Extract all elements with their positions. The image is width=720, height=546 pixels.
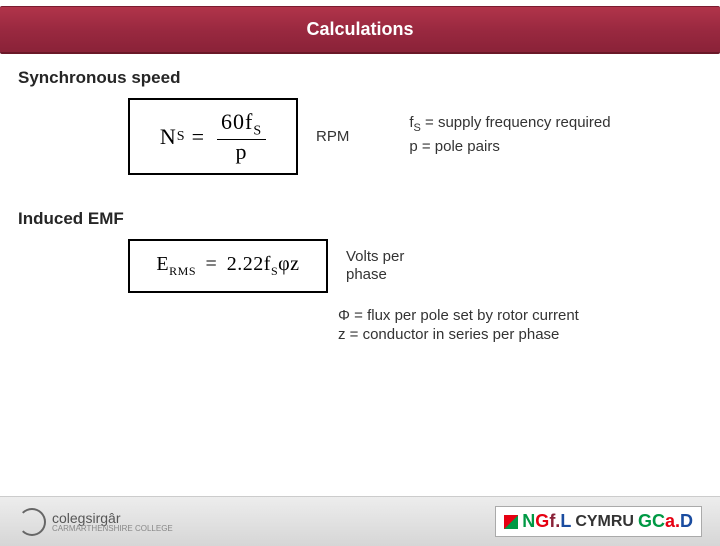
header-title: Calculations bbox=[306, 19, 413, 40]
emf-unit: Volts per phase bbox=[346, 248, 404, 284]
ns-denom: p bbox=[232, 140, 252, 163]
footer-left-logo: colegsirgâr CARMARTHENSHIRE COLLEGE bbox=[18, 508, 173, 536]
sync-def-0: fS = supply frequency required bbox=[409, 114, 610, 134]
swirl-icon bbox=[18, 508, 46, 536]
footer: colegsirgâr CARMARTHENSHIRE COLLEGE NGf.… bbox=[0, 496, 720, 546]
emf-section: Induced EMF ERMS = 2.22fSφz Volts per ph… bbox=[18, 209, 702, 343]
sync-formula: NS = 60fS p bbox=[160, 110, 266, 163]
sync-row: NS = 60fS p RPM fS = supply frequency re… bbox=[18, 98, 702, 175]
emf-formula-box: ERMS = 2.22fSφz bbox=[128, 239, 328, 293]
ns-eq: = bbox=[192, 124, 205, 150]
emf-heading: Induced EMF bbox=[18, 209, 702, 229]
ns-num: 60fS bbox=[217, 110, 266, 140]
ns-var: N bbox=[160, 124, 177, 150]
sync-unit: RPM bbox=[316, 128, 349, 145]
content: Synchronous speed NS = 60fS p RPM fS = s… bbox=[0, 54, 720, 359]
emf-def-1: z = conductor in series per phase bbox=[338, 326, 702, 343]
emf-def-0: Φ = flux per pole set by rotor current bbox=[338, 307, 702, 324]
sync-defs: fS = supply frequency required p = pole … bbox=[409, 114, 610, 159]
logo-box-icon bbox=[504, 515, 518, 529]
footer-left-text: colegsirgâr CARMARTHENSHIRE COLLEGE bbox=[52, 511, 173, 533]
sync-formula-box: NS = 60fS p bbox=[128, 98, 298, 175]
emf-row: ERMS = 2.22fSφz Volts per phase bbox=[18, 239, 702, 293]
ns-sub: S bbox=[177, 129, 186, 145]
emf-formula: ERMS = 2.22fSφz bbox=[156, 253, 299, 279]
header-bar: Calculations bbox=[0, 6, 720, 54]
ns-frac: 60fS p bbox=[217, 110, 266, 163]
sync-def-1: p = pole pairs bbox=[409, 138, 610, 155]
sync-heading: Synchronous speed bbox=[18, 68, 702, 88]
footer-right-logo: NGf.L CYMRU GCa.D bbox=[495, 506, 702, 537]
emf-defs: Φ = flux per pole set by rotor current z… bbox=[338, 307, 702, 343]
